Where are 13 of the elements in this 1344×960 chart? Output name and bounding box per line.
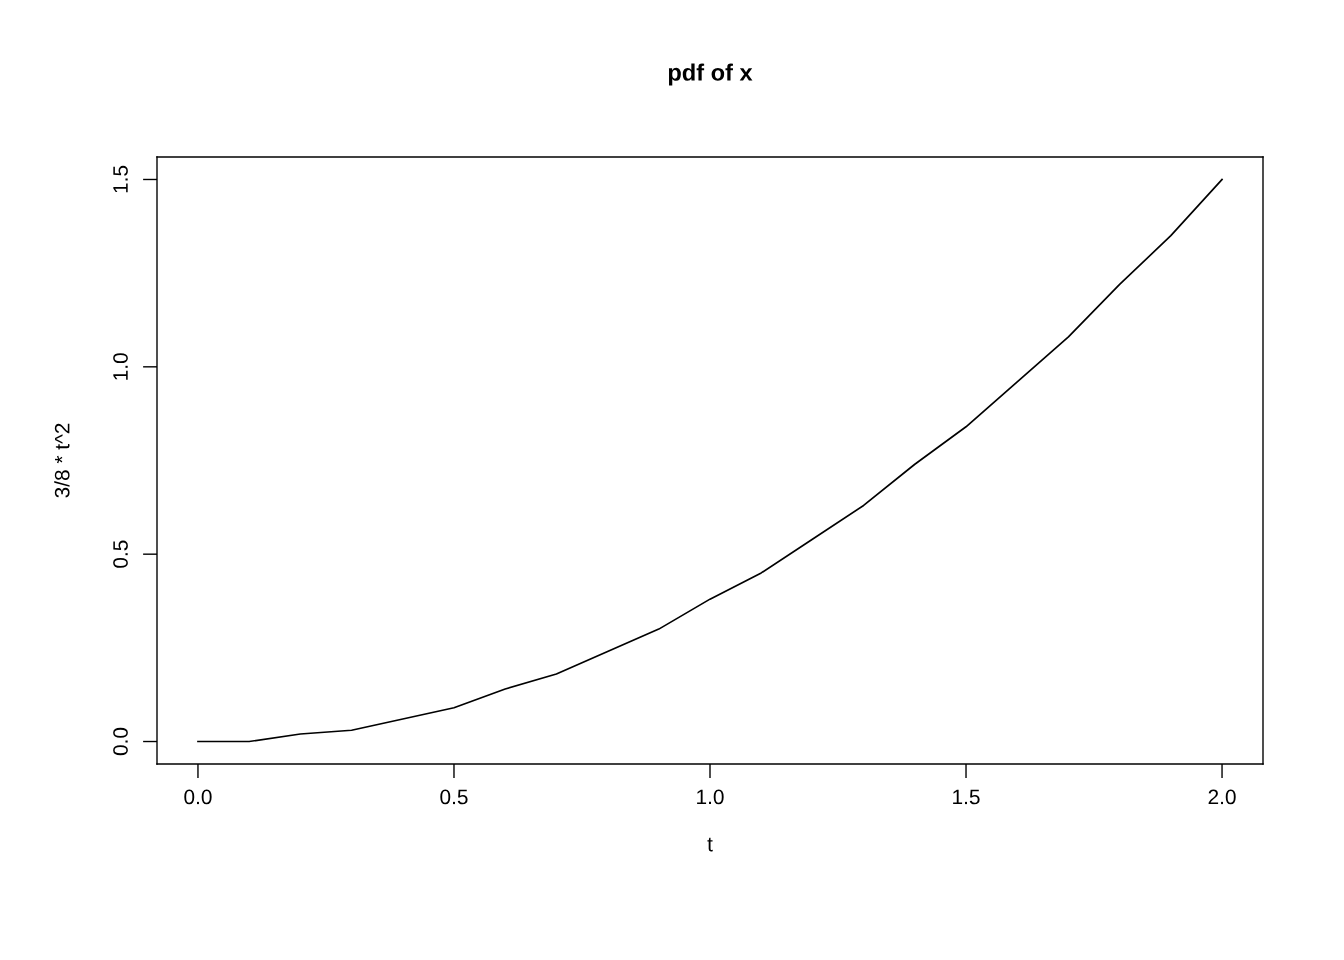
y-tick-label: 0.5 [113, 540, 128, 568]
x-axis-title: t [707, 837, 713, 852]
line-series [197, 178, 1223, 743]
x-tick-label: 0.5 [440, 789, 468, 805]
y-tick-label: 1.5 [113, 165, 128, 193]
x-tick-label: 2.0 [1208, 789, 1236, 805]
y-tick-label: 0.0 [113, 727, 128, 756]
x-tick-label: 0.0 [184, 789, 212, 805]
y-axis-title: 3/8 * t^2 [54, 423, 70, 498]
x-tick-label: 1.0 [697, 789, 724, 805]
x-tick-label: 1.5 [953, 789, 980, 805]
chart-title: pdf of x [668, 63, 753, 86]
y-tick-label: 1.0 [113, 353, 128, 380]
